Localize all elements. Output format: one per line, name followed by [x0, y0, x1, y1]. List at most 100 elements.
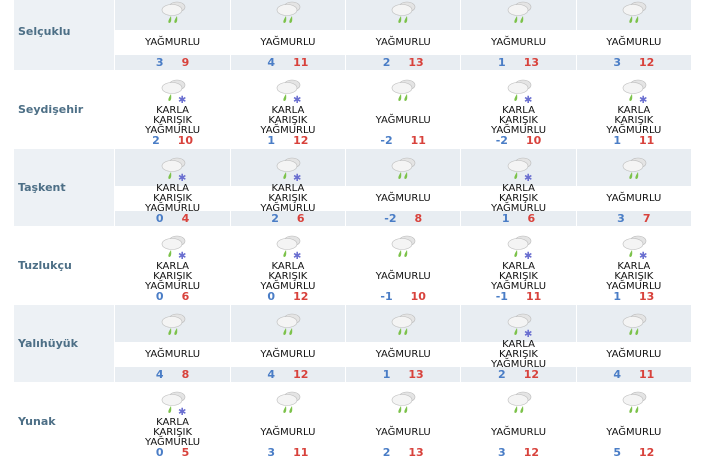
svg-text:✱: ✱ — [178, 95, 186, 104]
temperatures: 4 11 — [230, 55, 346, 70]
svg-text:✱: ✱ — [293, 251, 301, 260]
day-cell: YAĞMURLU 2 13 — [345, 383, 460, 460]
svg-text:✱: ✱ — [178, 251, 186, 260]
location-name[interactable]: Taşkent — [14, 149, 115, 226]
condition-text: YAĞMURLU — [145, 348, 201, 360]
min-temp: 4 — [613, 368, 621, 381]
condition-text: YAĞMURLU — [375, 348, 431, 360]
sleet-icon: ✱ — [461, 149, 576, 186]
condition-text: KARLA KARIŞIK YAĞMURLU — [490, 182, 547, 214]
temperatures: 2 13 — [346, 445, 460, 460]
min-temp: 2 — [271, 212, 279, 225]
min-temp: -1 — [495, 290, 508, 303]
day-cell: YAĞMURLU 4 11 — [229, 0, 346, 70]
location-name[interactable]: Yalıhüyük — [14, 305, 115, 382]
max-temp: 12 — [293, 134, 309, 147]
min-temp: 1 — [613, 134, 621, 147]
min-temp: 1 — [501, 212, 510, 225]
svg-text:✱: ✱ — [524, 95, 532, 104]
svg-text:✱: ✱ — [293, 173, 301, 182]
day-cell: ✱ KARLA KARIŞIK YAĞMURLU 1 13 — [575, 227, 691, 304]
day-cell: ✱ KARLA KARIŞIK YAĞMURLU 2 12 — [460, 305, 576, 382]
min-temp: 3 — [498, 446, 506, 459]
condition-text: YAĞMURLU — [375, 270, 431, 282]
day-cell: YAĞMURLU -2 11 — [345, 71, 460, 148]
condition-text: YAĞMURLU — [145, 36, 201, 48]
svg-text:✱: ✱ — [293, 95, 301, 104]
day-cell: ✱ KARLA KARIŞIK YAĞMURLU 1 6 — [460, 149, 576, 226]
location-name[interactable]: Seydişehir — [18, 103, 84, 116]
day-cell: ✱ KARLA KARIŞIK YAĞMURLU 0 5 — [114, 383, 229, 460]
temperatures: 1 13 — [577, 289, 691, 304]
max-temp: 12 — [523, 446, 539, 459]
location-row: Yunak ✱ KARLA KARIŞIK YAĞMURLU 0 5 YAĞMURLU 3 1… — [14, 383, 691, 461]
min-temp: 0 — [155, 446, 164, 459]
temperatures: 3 12 — [461, 445, 575, 460]
location-name[interactable]: Selçuklu — [14, 0, 115, 70]
max-temp: 8 — [414, 212, 423, 225]
max-temp: 11 — [293, 446, 309, 459]
condition-text: YAĞMURLU — [260, 348, 316, 360]
rain-icon — [231, 383, 345, 420]
sleet-icon: ✱ — [230, 149, 346, 186]
temperatures: 1 11 — [577, 133, 691, 148]
day-cell: YAĞMURLU 2 13 — [345, 0, 461, 70]
condition-text: YAĞMURLU — [260, 36, 316, 48]
min-temp: 3 — [617, 212, 625, 225]
location-row: Seydişehir ✱ KARLA KARIŞIK YAĞMURLU 2 10 ✱ KAR… — [14, 71, 691, 149]
condition-text: KARLA KARIŞIK YAĞMURLU — [490, 338, 547, 370]
condition-text: YAĞMURLU — [375, 192, 431, 204]
max-temp: 9 — [181, 56, 190, 69]
sleet-icon: ✱ — [115, 71, 229, 108]
rain-icon — [461, 0, 576, 30]
temperatures: 1 13 — [461, 55, 576, 70]
location-name[interactable]: Tuzlukçu — [18, 259, 72, 272]
day-cell: ✱ KARLA KARIŞIK YAĞMURLU 0 4 — [114, 149, 230, 226]
day-cell: ✱ KARLA KARIŞIK YAĞMURLU 1 12 — [229, 71, 345, 148]
min-temp: 4 — [267, 368, 276, 381]
day-cell: YAĞMURLU 4 8 — [114, 305, 230, 382]
condition-text: YAĞMURLU — [490, 36, 547, 48]
condition-text: KARLA KARIŞIK YAĞMURLU — [260, 260, 316, 292]
location-row: Yalıhüyük YAĞMURLU 4 8 YAĞMURLU 4 12 YAĞMURLU 1 1… — [14, 305, 691, 383]
rain-icon — [576, 305, 691, 342]
condition-text: KARLA KARIŞIK YAĞMURLU — [145, 260, 201, 292]
svg-text:✱: ✱ — [524, 329, 532, 338]
min-temp: 2 — [382, 56, 391, 69]
min-temp: 1 — [613, 290, 621, 303]
condition-text: YAĞMURLU — [606, 192, 662, 204]
condition-text: KARLA KARIŞIK YAĞMURLU — [606, 260, 662, 292]
condition-text: KARLA KARIŞIK YAĞMURLU — [145, 104, 201, 136]
max-temp: 4 — [181, 212, 190, 225]
temperatures: -2 11 — [346, 133, 460, 148]
min-temp: -2 — [380, 134, 393, 147]
day-cell: ✱ KARLA KARIŞIK YAĞMURLU 2 6 — [229, 149, 346, 226]
rain-icon — [346, 383, 460, 420]
temperatures: -2 10 — [461, 133, 575, 148]
condition-text: KARLA KARIŞIK YAĞMURLU — [145, 416, 201, 448]
rain-icon — [576, 0, 691, 30]
day-cell: YAĞMURLU 3 9 — [114, 0, 230, 70]
day-cell: ✱ KARLA KARIŞIK YAĞMURLU -2 10 — [460, 71, 575, 148]
min-temp: 1 — [498, 56, 506, 69]
condition-text: KARLA KARIŞIK YAĞMURLU — [490, 260, 547, 292]
svg-text:✱: ✱ — [639, 251, 647, 260]
location-name[interactable]: Yunak — [18, 415, 56, 428]
condition-text: KARLA KARIŞIK YAĞMURLU — [260, 104, 316, 136]
sleet-icon: ✱ — [115, 149, 230, 186]
min-temp: 3 — [613, 56, 621, 69]
condition-text: KARLA KARIŞIK YAĞMURLU — [145, 182, 201, 214]
day-cell: YAĞMURLU 3 7 — [575, 149, 691, 226]
sleet-icon: ✱ — [115, 383, 229, 420]
rain-icon — [577, 383, 691, 420]
temperatures: 4 12 — [230, 367, 346, 382]
temperatures: 5 12 — [577, 445, 691, 460]
svg-text:✱: ✱ — [178, 407, 186, 416]
day-cell: YAĞMURLU 1 13 — [345, 305, 461, 382]
min-temp: 3 — [267, 446, 276, 459]
max-temp: 13 — [408, 446, 424, 459]
